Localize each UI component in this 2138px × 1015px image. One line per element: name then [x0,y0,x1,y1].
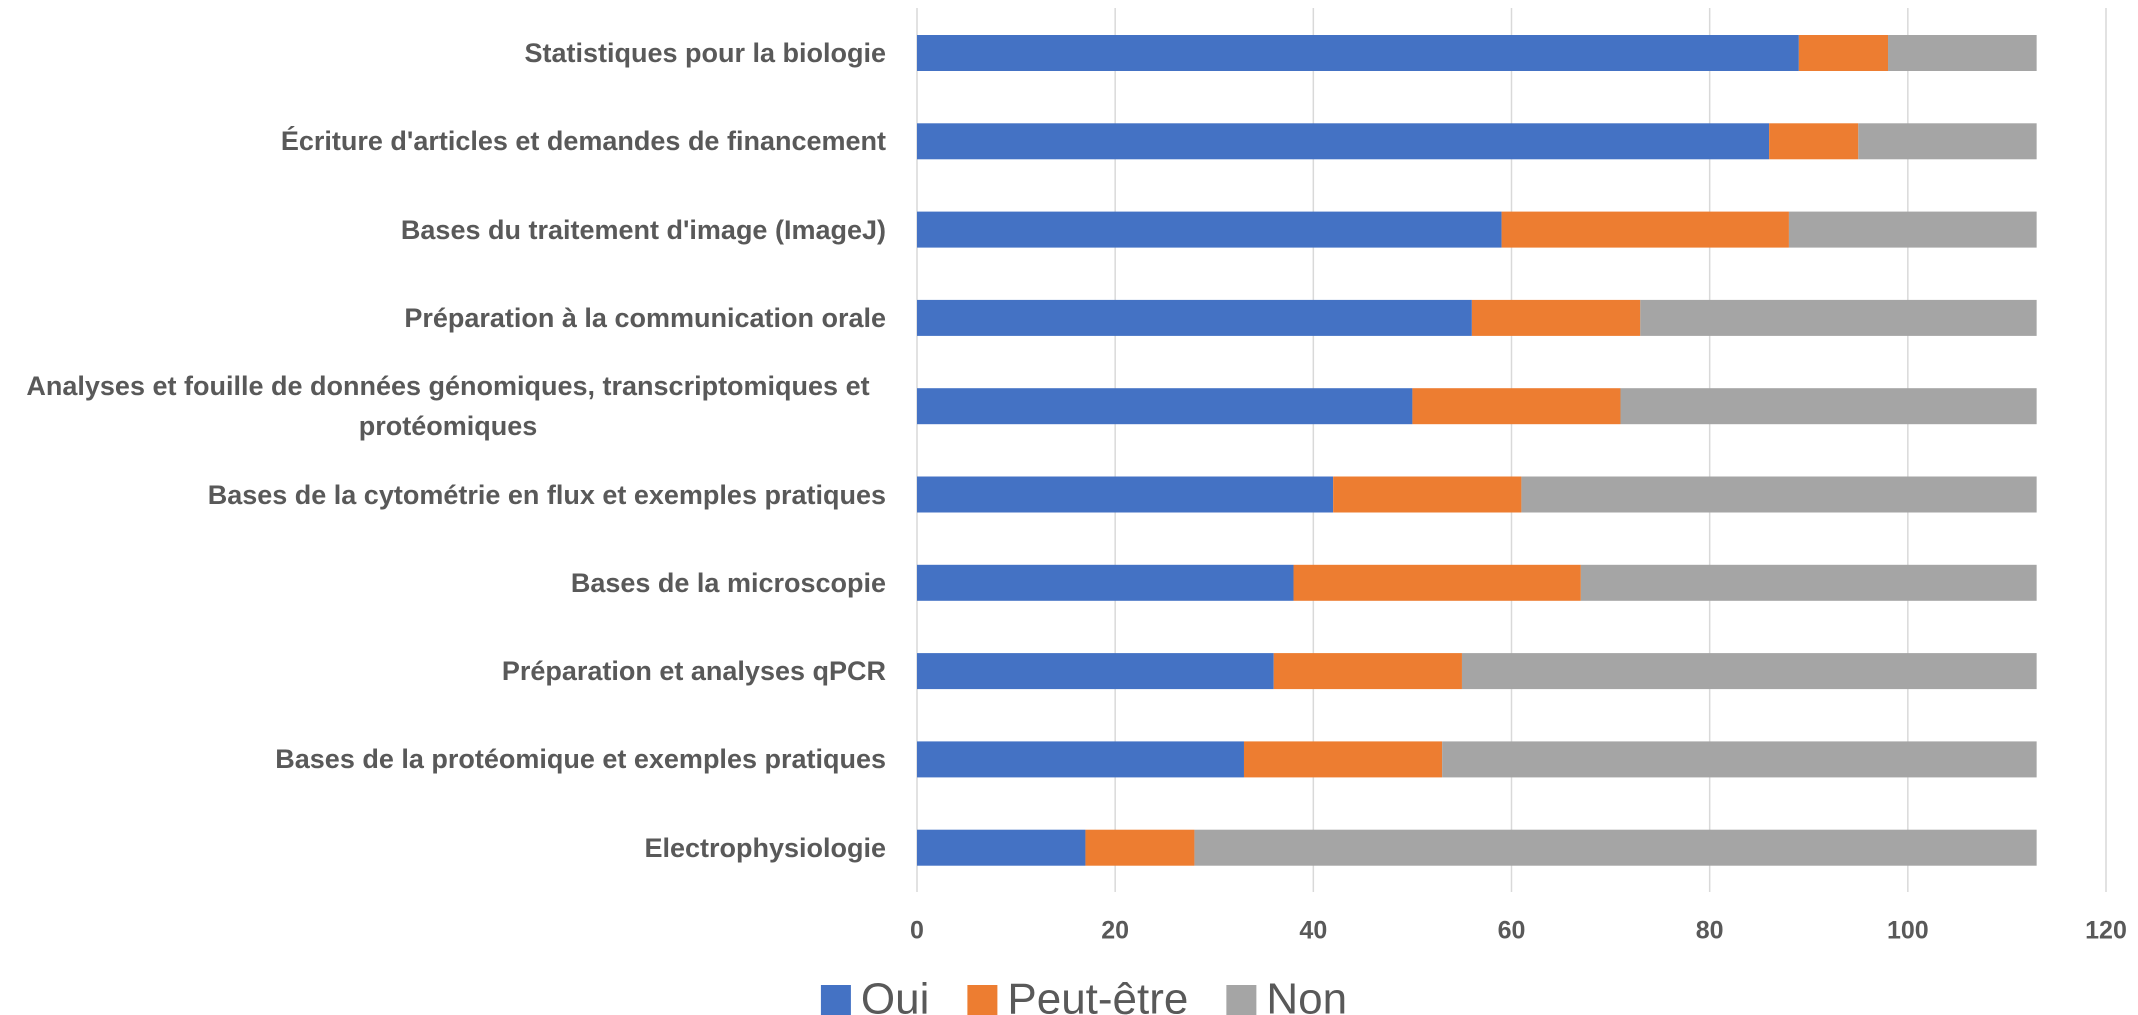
bar-segment [1085,829,1195,866]
bar-segment [1442,741,2037,778]
category-text: Préparation à la communication orale [404,302,886,333]
bar-segment [1620,388,2037,425]
bar-segment [1273,653,1462,690]
x-tick-label: 100 [1887,917,1929,945]
y-tick-label: Bases de la microscopie [10,563,886,603]
bar-segment [1501,211,1789,248]
legend-swatch [820,985,851,1015]
x-tick-label: 80 [1696,917,1724,945]
category-text: Bases de la protéomique et exemples prat… [275,744,886,775]
bar-segment [917,653,1274,690]
bar-segment [1788,211,2037,248]
category-text: Analyses et fouille de données génomique… [26,371,870,442]
category-text: Écriture d'articles et demandes de finan… [280,126,886,157]
bar-segment [917,741,1244,778]
x-tick-label: 120 [2085,917,2127,945]
y-tick-label: Préparation à la communication orale [10,298,886,338]
bar-segment [1580,564,2037,601]
bar-segment [917,564,1294,601]
bar-segment [1640,299,2037,336]
bar-segment [1858,123,2037,160]
bar-segment [1521,476,2037,513]
bar-segment [917,829,1086,866]
bar-segment [917,211,1502,248]
legend-label: Oui [861,975,929,1015]
bar-segment [1293,564,1581,601]
y-tick-label: Bases du traitement d'image (ImageJ) [10,210,886,250]
x-tick-label: 0 [910,917,924,945]
bar-segment [1471,299,1641,336]
legend-swatch [1226,985,1257,1015]
bar-segment [1769,123,1859,160]
x-tick-label: 60 [1498,917,1526,945]
legend-label: Peut-être [1007,975,1188,1015]
bar-segment [1194,829,2037,866]
category-text: Bases de la microscopie [570,567,886,598]
y-tick-label: Electrophysiologie [10,828,886,868]
bar-segment [1412,388,1621,425]
category-text: Bases de la cytométrie en flux et exempl… [207,479,886,510]
bar-segment [1888,35,2037,71]
category-text: Préparation et analyses qPCR [501,656,886,687]
bar-segment [917,299,1472,336]
x-tick-label: 20 [1101,917,1129,945]
category-text: Electrophysiologie [644,832,886,863]
y-tick-label: Analyses et fouille de données génomique… [10,366,886,446]
bar-segment [1461,653,2037,690]
bar-segment [1798,35,1889,71]
legend-label: Non [1266,975,1347,1015]
bar-segment [1243,741,1443,778]
y-tick-label: Préparation et analyses qPCR [10,651,886,691]
bar-segment [917,123,1770,160]
legend-swatch [967,985,998,1015]
bar-segment [917,35,1799,71]
bar-segment [917,388,1413,425]
y-tick-label: Statistiques pour la biologie [10,33,886,73]
category-text: Statistiques pour la biologie [524,38,886,68]
y-tick-label: Bases de la cytométrie en flux et exempl… [10,475,886,515]
y-tick-label: Écriture d'articles et demandes de finan… [10,121,886,161]
x-tick-label: 40 [1299,917,1327,945]
bar-segment [1333,476,1522,513]
category-text: Bases du traitement d'image (ImageJ) [400,214,886,245]
bar-segment [917,476,1334,513]
y-tick-label: Bases de la protéomique et exemples prat… [10,739,886,779]
